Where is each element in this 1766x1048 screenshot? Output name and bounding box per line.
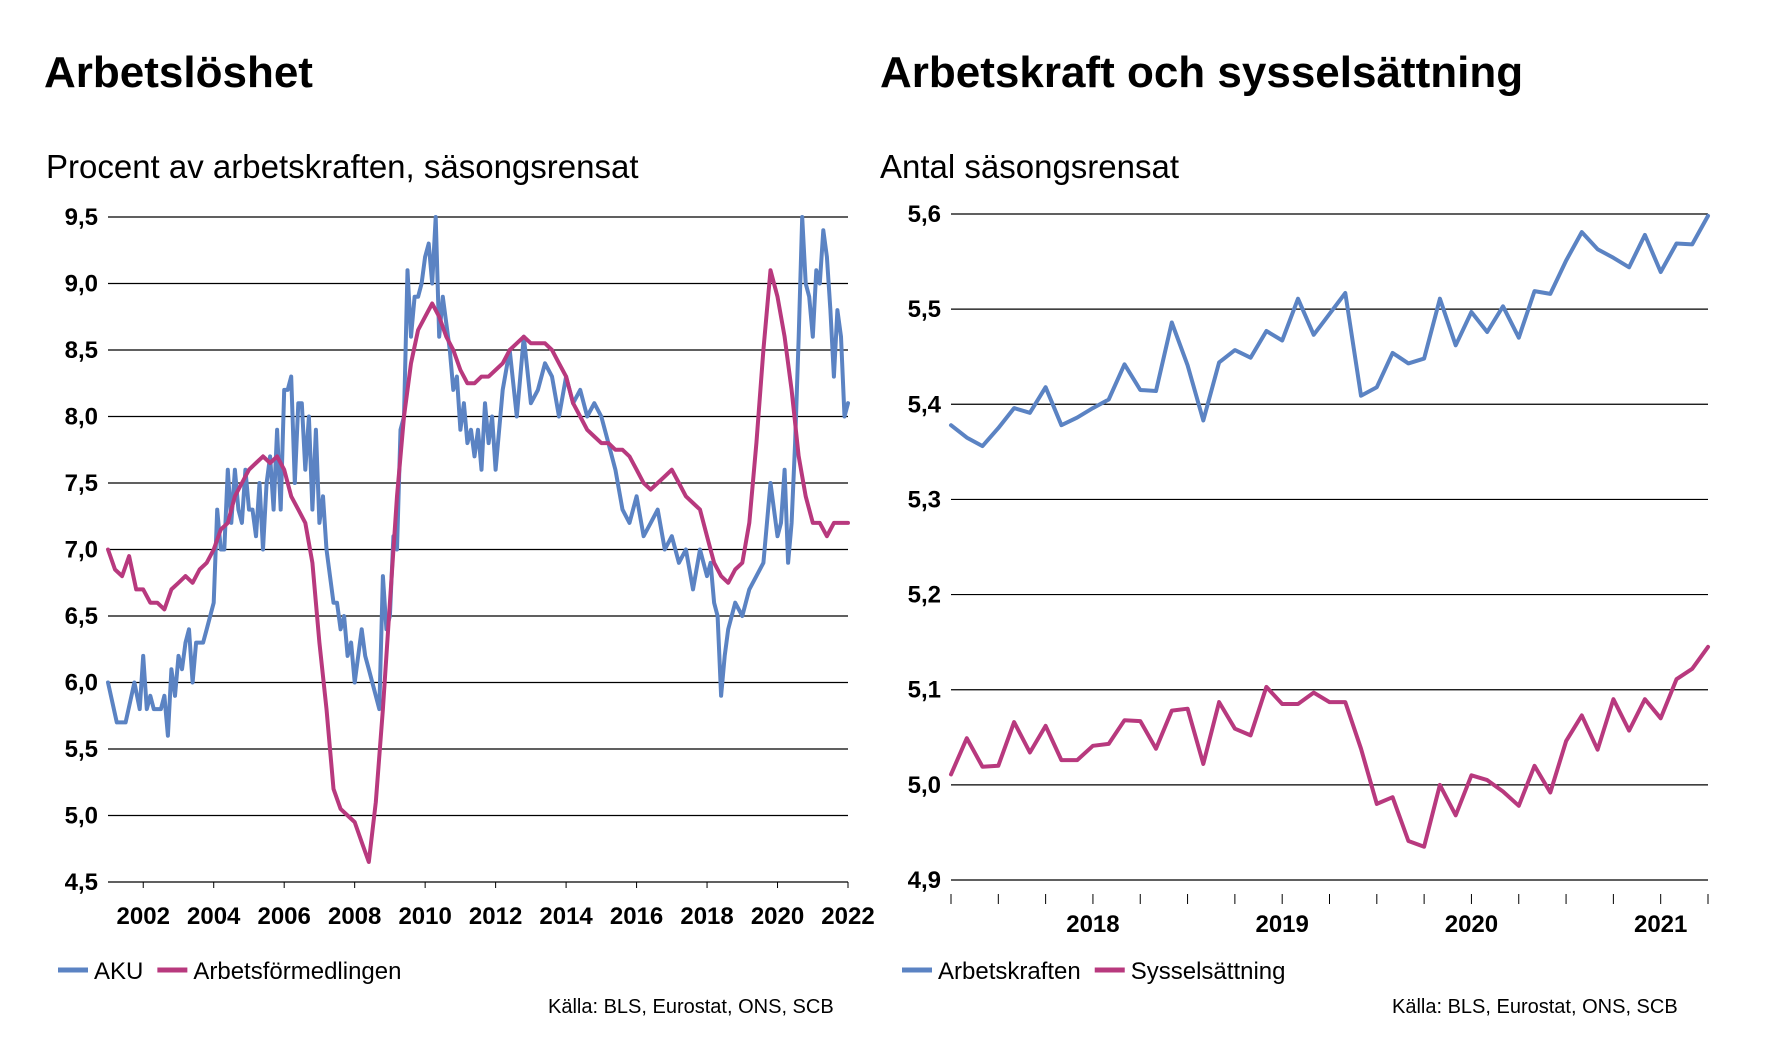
y-tick-label: 6,0 (65, 670, 98, 697)
y-tick-label: 5,2 (908, 582, 941, 609)
series-line (106, 215, 850, 738)
y-tick-label: 7,5 (65, 470, 98, 497)
series-line (949, 644, 1710, 849)
y-tick-label: 5,1 (908, 677, 941, 704)
y-tick-label: 5,0 (908, 772, 941, 799)
chart-plot-unemployment: 4,5 5,0 5,5 6,0 6,5 7,0 7,5 8,0 8,5 9,0 9,5 2002 200… (58, 204, 875, 985)
chart-subtitle: Antal säsongsrensat (880, 148, 1180, 185)
y-tick-label: 9,0 (65, 271, 98, 298)
y-tick-label: 5,6 (908, 201, 941, 228)
series-line (106, 268, 850, 864)
y-tick-label: 5,5 (908, 296, 941, 323)
y-tick-label: 4,9 (908, 867, 941, 894)
y-tick-label: 4,5 (65, 869, 98, 896)
chart-title: Arbetskraft och sysselsättning (880, 48, 1524, 97)
x-tick-label: 2022 (821, 903, 874, 930)
chart-title: Arbetslöshet (44, 48, 313, 97)
legend-label: Sysselsättning (1131, 958, 1286, 985)
y-tick-label: 5,4 (908, 391, 942, 418)
legend-label: AKU (94, 958, 143, 985)
series-line (949, 213, 1710, 449)
x-tick-label: 2020 (1445, 911, 1498, 938)
x-tick-label: 2002 (117, 903, 170, 930)
y-tick-label: 8,0 (65, 404, 98, 431)
x-tick-label: 2019 (1255, 911, 1308, 938)
chart-plot-labour-force: 4,9 5,0 5,1 5,2 5,3 5,4 5,5 5,6 2018 2019 2020 2021… (902, 201, 1710, 985)
chart-subtitle: Procent av arbetskraften, säsongsrensat (46, 148, 639, 185)
x-tick-label: 2018 (680, 903, 733, 930)
chart-source: Källa: BLS, Eurostat, ONS, SCB (548, 996, 834, 1018)
x-tick-label: 2004 (187, 903, 241, 930)
y-tick-label: 5,5 (65, 736, 98, 763)
chart-panel-unemployment: Arbetslöshet Procent av arbetskraften, s… (0, 0, 880, 1048)
x-tick-label: 2020 (751, 903, 804, 930)
x-tick-label: 2012 (469, 903, 522, 930)
y-tick-label: 5,0 (65, 803, 98, 830)
x-tick-label: 2016 (610, 903, 663, 930)
x-tick-label: 2010 (398, 903, 451, 930)
y-tick-label: 6,5 (65, 603, 98, 630)
x-tick-label: 2021 (1634, 911, 1687, 938)
y-tick-label: 8,5 (65, 337, 98, 364)
x-tick-label: 2018 (1066, 911, 1119, 938)
x-tick-label: 2014 (539, 903, 593, 930)
x-tick-label: 2008 (328, 903, 381, 930)
y-tick-label: 5,3 (908, 486, 941, 513)
y-tick-label: 9,5 (65, 204, 98, 231)
legend-label: Arbetskraften (938, 958, 1081, 985)
y-tick-label: 7,0 (65, 537, 98, 564)
chart-source: Källa: BLS, Eurostat, ONS, SCB (1392, 996, 1678, 1018)
legend-label: Arbetsförmedlingen (193, 958, 401, 985)
x-tick-label: 2006 (257, 903, 310, 930)
chart-panel-labour-force: Arbetskraft och sysselsättning Antal säs… (880, 0, 1766, 1048)
